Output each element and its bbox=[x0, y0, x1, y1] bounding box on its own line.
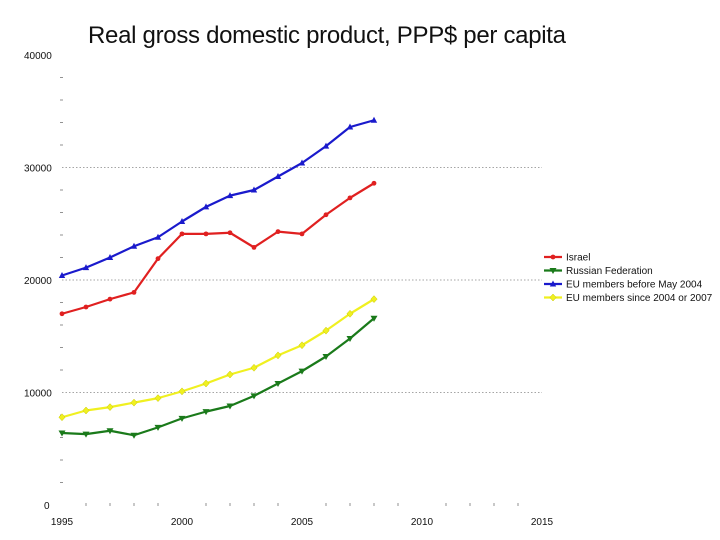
series-eu-members-since-2004-or-2007 bbox=[58, 295, 378, 422]
data-point bbox=[226, 403, 234, 410]
data-point bbox=[322, 326, 330, 335]
data-point bbox=[227, 230, 233, 236]
data-point bbox=[154, 233, 162, 240]
y-tick-label: 20000 bbox=[24, 276, 52, 287]
data-point bbox=[106, 428, 114, 435]
axis-layer: 0 10000 20000 30000 40000 1995 2000 2005 2010 201… bbox=[24, 51, 554, 528]
data-point bbox=[59, 311, 65, 317]
x-tick-label: 2000 bbox=[171, 517, 194, 528]
data-point bbox=[250, 393, 258, 400]
x-tick-label: 2005 bbox=[291, 517, 314, 528]
data-point bbox=[154, 424, 162, 431]
x-tick-label: 1995 bbox=[51, 517, 74, 528]
series-line bbox=[61, 182, 375, 315]
data-point bbox=[202, 379, 210, 388]
data-point bbox=[298, 368, 306, 375]
chart-title: Real gross domestic product, PPP$ per ca… bbox=[88, 22, 566, 49]
data-point bbox=[347, 195, 353, 201]
y-tick-label: 0 bbox=[44, 501, 50, 512]
data-point bbox=[83, 304, 89, 310]
data-point bbox=[550, 254, 556, 260]
grid-layer bbox=[62, 167, 542, 393]
data-point bbox=[130, 398, 138, 407]
data-point bbox=[370, 315, 378, 322]
data-point bbox=[549, 268, 557, 274]
data-point bbox=[370, 116, 378, 123]
data-point bbox=[250, 363, 258, 372]
data-point bbox=[250, 186, 258, 193]
series-line bbox=[61, 317, 375, 437]
data-point bbox=[82, 264, 90, 271]
data-point bbox=[58, 430, 66, 437]
data-point bbox=[275, 229, 281, 235]
data-point bbox=[226, 192, 234, 199]
data-point bbox=[371, 180, 377, 186]
series-israel bbox=[59, 180, 377, 317]
data-point bbox=[82, 406, 90, 415]
data-point bbox=[322, 354, 330, 360]
y-tick-label: 30000 bbox=[24, 164, 52, 175]
data-point bbox=[203, 231, 209, 237]
y-tick-label: 40000 bbox=[24, 51, 52, 62]
series-russian-federation bbox=[58, 315, 378, 439]
data-point bbox=[202, 409, 210, 416]
data-point bbox=[154, 394, 162, 402]
data-point bbox=[226, 370, 234, 379]
data-point bbox=[178, 387, 186, 396]
series-line bbox=[61, 298, 375, 419]
x-tick-label: 2010 bbox=[411, 517, 434, 528]
data-point bbox=[346, 123, 354, 130]
legend-label: EU members before May 2004 bbox=[566, 280, 703, 291]
series-layer bbox=[58, 116, 378, 439]
data-point bbox=[298, 341, 306, 350]
legend-label: EU members since 2004 or 2007 bbox=[566, 293, 713, 304]
legend-label: Israel bbox=[566, 253, 590, 264]
data-point bbox=[58, 413, 66, 422]
series-line bbox=[61, 119, 375, 277]
data-point bbox=[299, 231, 305, 237]
y-tick-label: 10000 bbox=[24, 389, 52, 400]
legend-label: Russian Federation bbox=[566, 266, 653, 277]
data-point bbox=[106, 254, 114, 260]
data-point bbox=[322, 142, 330, 149]
data-point bbox=[179, 231, 185, 237]
data-point bbox=[106, 403, 114, 411]
data-point bbox=[251, 244, 257, 250]
data-point bbox=[346, 336, 354, 342]
data-point bbox=[82, 431, 90, 438]
data-point bbox=[298, 159, 306, 166]
data-point bbox=[131, 289, 137, 295]
data-point bbox=[178, 415, 186, 422]
data-point bbox=[549, 293, 557, 302]
legend: Israel Russian Federation EU members befor… bbox=[544, 253, 713, 304]
data-point bbox=[274, 381, 282, 387]
data-point bbox=[107, 296, 113, 302]
series-eu-members-before-may-2004 bbox=[58, 116, 378, 278]
data-point bbox=[130, 242, 138, 249]
data-point bbox=[370, 295, 378, 303]
data-point bbox=[58, 272, 66, 278]
data-point bbox=[202, 203, 210, 210]
data-point bbox=[274, 351, 282, 360]
x-tick-label: 2015 bbox=[531, 517, 554, 528]
data-point bbox=[155, 256, 161, 262]
data-point bbox=[130, 432, 138, 439]
data-point bbox=[549, 280, 557, 287]
data-point bbox=[178, 218, 186, 224]
data-point bbox=[274, 173, 282, 179]
data-point bbox=[346, 309, 354, 318]
data-point bbox=[323, 212, 329, 218]
